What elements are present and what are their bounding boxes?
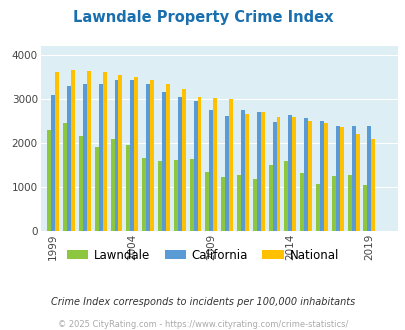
Bar — [355, 134, 359, 231]
Bar — [284, 161, 288, 231]
Text: © 2025 CityRating.com - https://www.cityrating.com/crime-statistics/: © 2025 CityRating.com - https://www.city… — [58, 320, 347, 329]
Bar — [181, 89, 185, 231]
Bar — [351, 126, 355, 231]
Bar — [110, 139, 114, 231]
Bar — [237, 175, 241, 231]
Bar — [162, 91, 166, 231]
Bar — [83, 84, 87, 231]
Bar — [197, 97, 201, 231]
Bar — [272, 122, 276, 231]
Bar — [166, 84, 169, 231]
Bar — [362, 185, 367, 231]
Bar — [118, 75, 122, 231]
Bar — [228, 99, 232, 231]
Bar — [244, 115, 248, 231]
Bar — [315, 184, 319, 231]
Bar — [367, 126, 371, 231]
Bar — [339, 127, 343, 231]
Text: Crime Index corresponds to incidents per 100,000 inhabitants: Crime Index corresponds to incidents per… — [51, 297, 354, 307]
Bar — [292, 116, 296, 231]
Bar — [47, 130, 51, 231]
Legend: Lawndale, California, National: Lawndale, California, National — [62, 244, 343, 266]
Bar — [288, 115, 292, 231]
Bar — [225, 116, 228, 231]
Bar — [102, 72, 107, 231]
Bar — [319, 120, 323, 231]
Bar — [193, 101, 197, 231]
Bar — [126, 145, 130, 231]
Bar — [331, 176, 335, 231]
Bar — [173, 160, 177, 231]
Bar — [335, 126, 339, 231]
Bar — [307, 121, 311, 231]
Bar — [209, 110, 213, 231]
Bar — [130, 80, 134, 231]
Text: Lawndale Property Crime Index: Lawndale Property Crime Index — [72, 10, 333, 25]
Bar — [63, 123, 67, 231]
Bar — [256, 112, 260, 231]
Bar — [146, 84, 150, 231]
Bar — [55, 72, 59, 231]
Bar — [323, 123, 327, 231]
Bar — [142, 157, 146, 231]
Bar — [268, 165, 272, 231]
Bar — [303, 118, 307, 231]
Bar — [371, 139, 375, 231]
Bar — [94, 148, 98, 231]
Bar — [71, 70, 75, 231]
Bar — [213, 98, 217, 231]
Bar — [87, 71, 91, 231]
Bar — [221, 177, 225, 231]
Bar — [67, 86, 71, 231]
Bar — [134, 78, 138, 231]
Bar — [158, 161, 162, 231]
Bar — [300, 173, 303, 231]
Bar — [241, 110, 244, 231]
Bar — [150, 80, 153, 231]
Bar — [177, 97, 181, 231]
Bar — [276, 117, 280, 231]
Bar — [114, 80, 118, 231]
Bar — [347, 175, 351, 231]
Bar — [51, 95, 55, 231]
Bar — [189, 159, 193, 231]
Bar — [79, 136, 83, 231]
Bar — [260, 112, 264, 231]
Bar — [98, 84, 102, 231]
Bar — [252, 179, 256, 231]
Bar — [205, 172, 209, 231]
